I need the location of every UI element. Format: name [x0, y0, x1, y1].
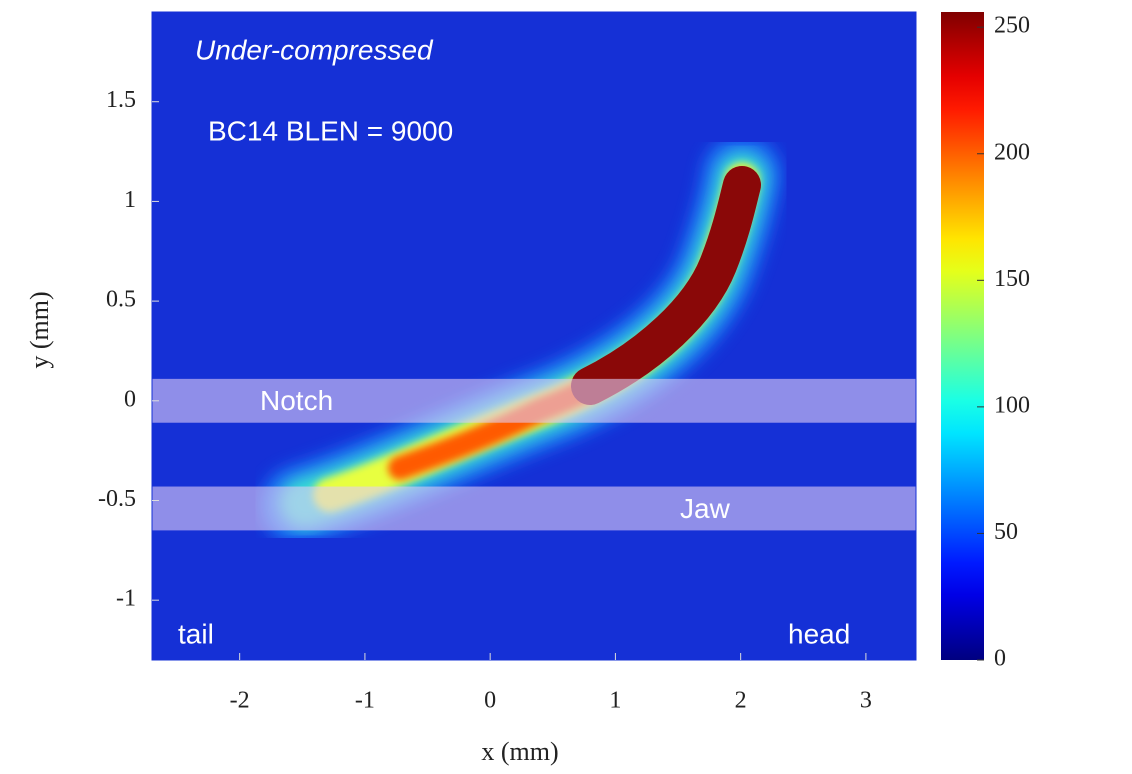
- x-axis-label: x (mm): [481, 737, 558, 766]
- y-tick-label: 1: [124, 187, 136, 213]
- y-tick-label: 1.5: [106, 87, 136, 113]
- y-tick-label: -1: [116, 586, 136, 612]
- colorbar-tick-label: 100: [994, 392, 1030, 418]
- colorbar-tick-label: 150: [994, 266, 1030, 292]
- y-axis-label: y (mm): [25, 291, 54, 368]
- band-label: Notch: [260, 385, 333, 416]
- annotation: tail: [178, 618, 214, 649]
- annotation: Under-compressed: [195, 34, 434, 65]
- colorbar-tick-label: 250: [994, 13, 1030, 39]
- band: [152, 378, 916, 423]
- band-label: Jaw: [680, 493, 731, 524]
- y-tick-label: -0.5: [98, 486, 136, 512]
- plot-frame: [151, 11, 917, 661]
- x-tick-label: 1: [609, 688, 621, 714]
- x-tick-label: -2: [230, 688, 250, 714]
- x-tick-label: 2: [735, 688, 747, 714]
- y-tick-label: 0: [124, 386, 136, 412]
- colorbar: [941, 12, 984, 660]
- band: [152, 486, 916, 531]
- annotation: head: [788, 618, 850, 649]
- heatmap: [152, 12, 916, 660]
- x-tick-label: 3: [860, 688, 872, 714]
- heatmap-background: [152, 12, 916, 660]
- colorbar-tick-label: 0: [994, 646, 1006, 672]
- x-tick-label: -1: [355, 688, 375, 714]
- x-tick-label: 0: [484, 688, 496, 714]
- annotation: BC14 BLEN = 9000: [208, 115, 453, 146]
- colorbar-tick-label: 200: [994, 139, 1030, 165]
- y-tick-label: 0.5: [106, 287, 136, 313]
- colorbar-tick-label: 50: [994, 519, 1018, 545]
